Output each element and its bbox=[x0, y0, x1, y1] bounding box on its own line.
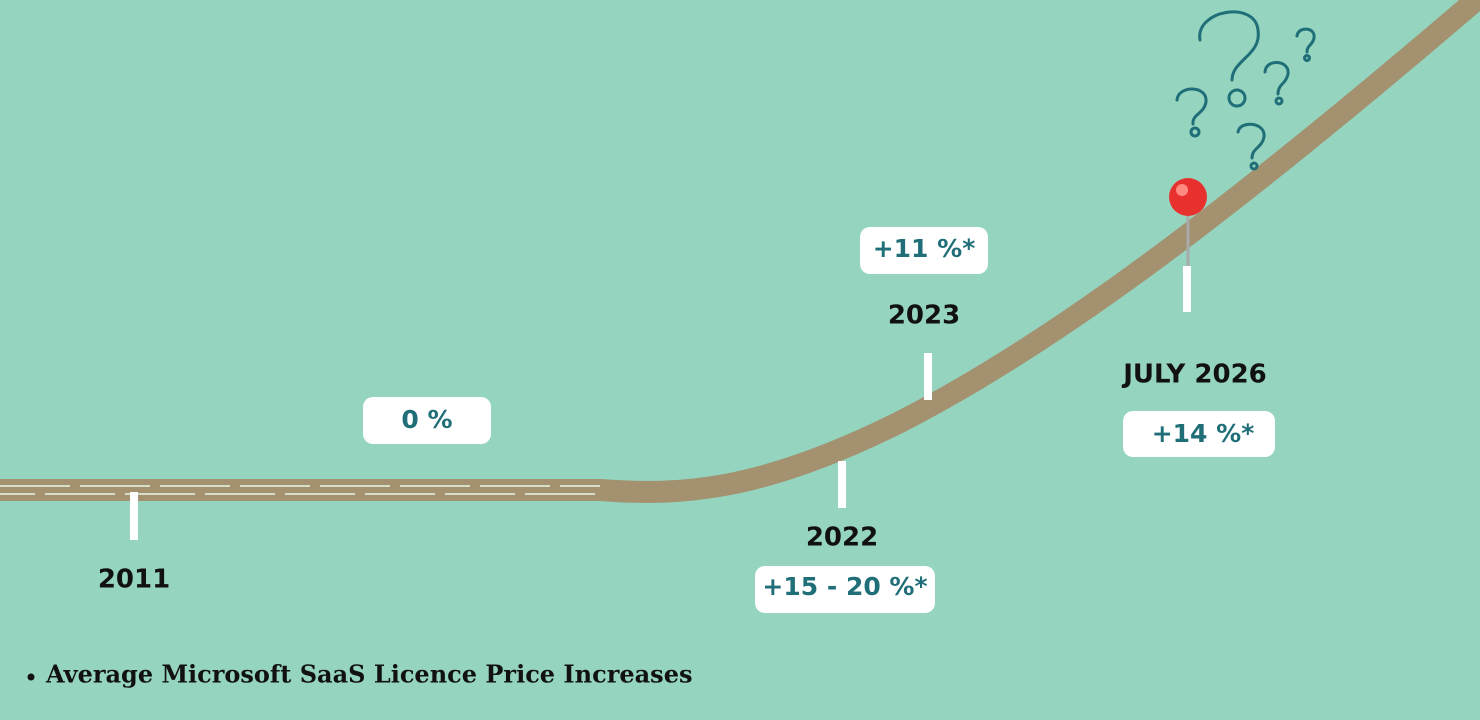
year-label: 2022 bbox=[806, 523, 878, 553]
bullet bbox=[27, 673, 35, 681]
pin-highlight bbox=[1176, 184, 1188, 196]
caption: Average Microsoft SaaS Licence Price Inc… bbox=[45, 660, 692, 689]
tick bbox=[1183, 266, 1191, 312]
year-label: JULY 2026 bbox=[1121, 360, 1267, 390]
change-label: 0 % bbox=[401, 405, 452, 434]
year-label: 2023 bbox=[888, 301, 960, 331]
badge bbox=[755, 566, 935, 613]
question-marks bbox=[1175, 10, 1316, 171]
badge bbox=[860, 227, 988, 274]
tick bbox=[838, 461, 846, 508]
tick bbox=[130, 492, 138, 540]
badge bbox=[363, 397, 491, 444]
change-label: +11 %* bbox=[873, 234, 976, 263]
year-label: 2011 bbox=[98, 565, 170, 595]
change-label: +15 - 20 %* bbox=[762, 572, 927, 601]
tick bbox=[924, 353, 932, 400]
badge bbox=[1123, 411, 1275, 457]
change-label: +14 %* bbox=[1152, 419, 1255, 448]
pin-head bbox=[1169, 178, 1207, 216]
road bbox=[0, 0, 1480, 503]
